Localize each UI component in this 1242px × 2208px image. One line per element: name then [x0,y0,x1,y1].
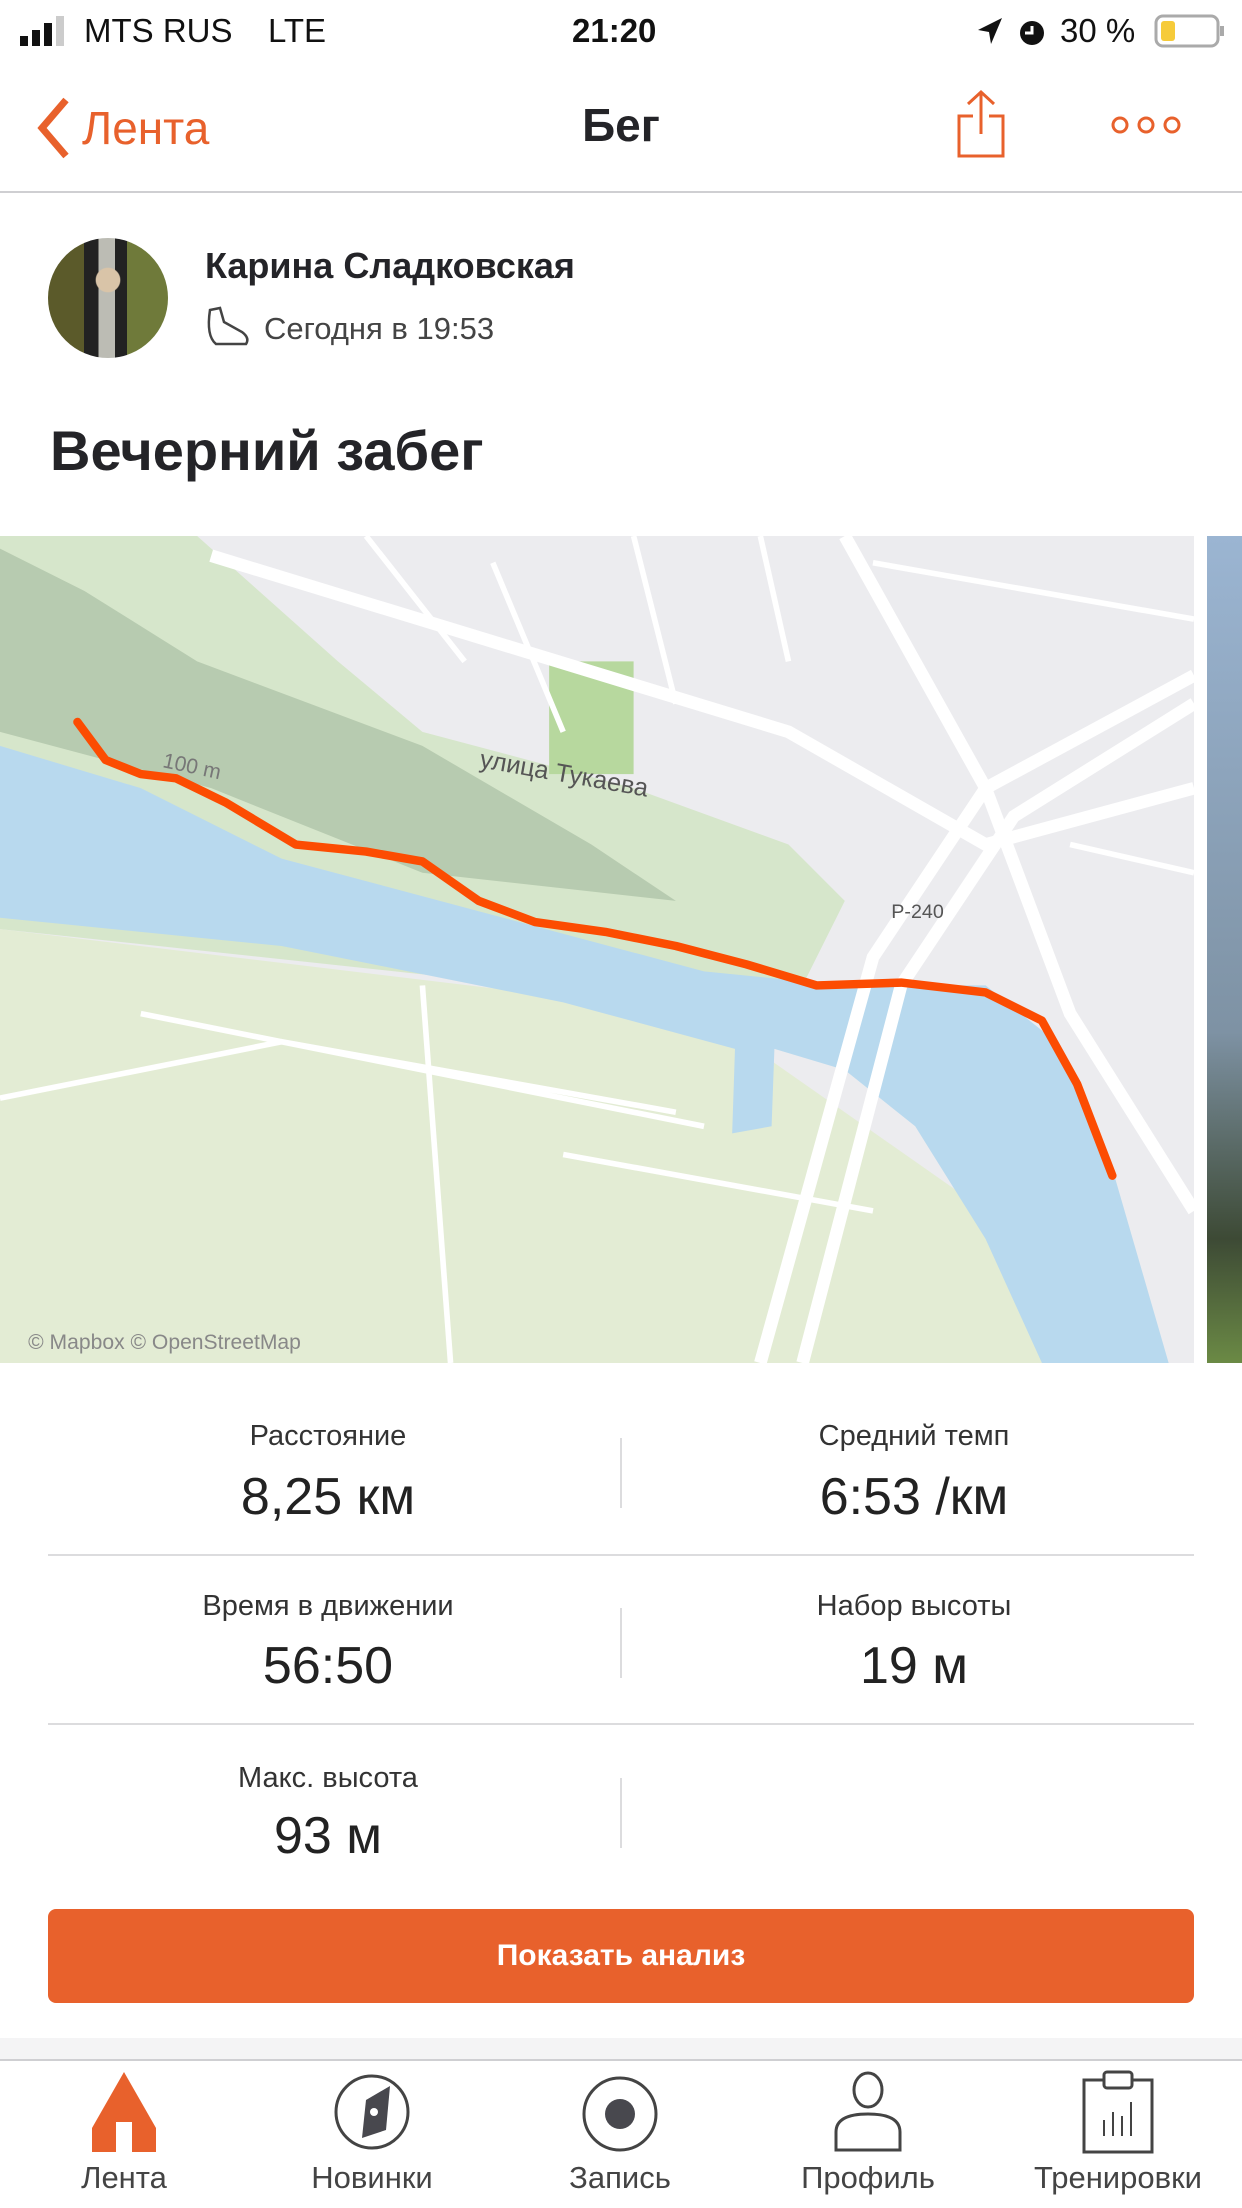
profile-icon [834,2071,902,2152]
athlete-name[interactable]: Карина Сладковская [205,245,575,286]
tab-label: Лента [81,2160,167,2195]
road-label: Р-240 [891,901,944,923]
more-icon[interactable] [1110,112,1182,138]
stat-value: 93 м [273,1807,383,1865]
stat-label: Макс. высота [238,1762,418,1794]
back-button[interactable]: Лента [34,96,209,160]
clipboard-icon [1082,2070,1154,2154]
carrier: MTS RUS [84,12,233,49]
route-line [73,717,1117,1180]
tab-label: Новинки [311,2160,433,2195]
stat-label: Средний темп [818,1420,1010,1452]
location-icon [978,18,1002,44]
home-icon [92,2072,156,2152]
photo-thumbnail[interactable] [1207,536,1242,1363]
battery-icon [1154,14,1224,48]
show-analysis-button[interactable]: Показать анализ [48,1909,1194,2003]
signal-icon [20,16,64,46]
alarm-icon [1020,21,1044,45]
stat-label: Набор высоты [816,1590,1012,1622]
map-attribution: © Mapbox © OpenStreetMap [28,1331,301,1354]
battery-percent: 30 % [1060,12,1136,49]
status-bar: MTS RUS LTE 21:20 30 % [0,0,1242,62]
route-map[interactable]: улица Тукаева Р-240 100 m © Mapbox © Ope… [0,536,1194,1363]
back-label: Лента [82,102,210,154]
network: LTE [268,12,327,49]
avatar[interactable] [48,238,168,358]
clock: 21:20 [572,12,657,49]
activity-time: Сегодня в 19:53 [264,311,495,346]
stat-value: 8,25 км [240,1468,416,1526]
stat-label: Время в движении [202,1590,454,1622]
tab-feed[interactable]: Лента [0,2070,248,2196]
activity-title: Вечерний забег [50,419,484,482]
chevron-left-icon [37,97,69,159]
stat-value: 6:53 /км [819,1468,1009,1526]
record-icon [582,2076,658,2152]
tab-record[interactable]: Запись [496,2070,744,2196]
page-title: Бег [582,99,660,151]
tab-new[interactable]: Новинки [248,2070,496,2196]
compass-icon [334,2074,410,2150]
share-icon[interactable] [956,88,1006,160]
tab-training[interactable]: Тренировки [994,2070,1242,2196]
tab-label: Запись [569,2160,671,2195]
tab-profile[interactable]: Профиль [744,2070,992,2196]
stat-value: 56:50 [262,1637,394,1695]
tab-label: Тренировки [1034,2160,1202,2195]
tab-label: Профиль [801,2160,935,2195]
stat-value: 19 м [859,1637,969,1695]
stat-label: Расстояние [249,1420,407,1452]
shoe-icon [207,306,249,346]
